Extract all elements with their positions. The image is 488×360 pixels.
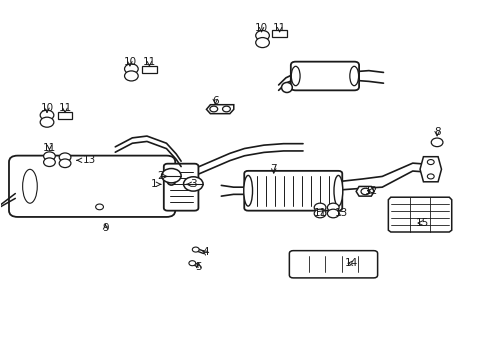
Ellipse shape — [22, 169, 37, 203]
Circle shape — [327, 209, 338, 218]
Circle shape — [430, 138, 442, 147]
Text: 11: 11 — [272, 23, 285, 33]
FancyBboxPatch shape — [289, 251, 377, 278]
Text: 2: 2 — [157, 171, 167, 181]
Text: 1: 1 — [151, 179, 161, 189]
FancyBboxPatch shape — [163, 164, 198, 211]
Text: 3: 3 — [186, 179, 196, 189]
Circle shape — [183, 177, 203, 191]
Polygon shape — [355, 186, 373, 196]
Circle shape — [314, 209, 325, 218]
Polygon shape — [419, 157, 441, 182]
Ellipse shape — [291, 66, 300, 86]
Text: 13: 13 — [334, 208, 347, 218]
FancyBboxPatch shape — [244, 171, 342, 211]
Text: 11: 11 — [58, 103, 72, 113]
Text: 13: 13 — [77, 155, 96, 165]
Ellipse shape — [281, 82, 292, 93]
Bar — [58, 112, 72, 119]
Bar — [142, 66, 157, 73]
Circle shape — [209, 106, 217, 112]
Text: 8: 8 — [433, 127, 440, 136]
Text: 9: 9 — [102, 224, 109, 233]
Circle shape — [327, 203, 338, 212]
Text: 4: 4 — [202, 247, 208, 257]
Text: 11: 11 — [43, 143, 56, 153]
Circle shape — [40, 117, 54, 127]
Circle shape — [427, 159, 433, 165]
Ellipse shape — [333, 175, 342, 206]
Text: 11: 11 — [313, 208, 326, 218]
FancyBboxPatch shape — [290, 62, 358, 90]
Circle shape — [255, 31, 269, 41]
FancyBboxPatch shape — [9, 156, 175, 217]
Circle shape — [59, 159, 71, 168]
Circle shape — [59, 153, 71, 162]
Circle shape — [192, 247, 199, 252]
Text: 11: 11 — [142, 57, 156, 67]
Text: 7: 7 — [270, 164, 277, 174]
Circle shape — [43, 152, 55, 161]
Circle shape — [360, 188, 369, 195]
Circle shape — [124, 71, 138, 81]
Circle shape — [161, 168, 181, 183]
Circle shape — [188, 261, 195, 266]
Text: 10: 10 — [41, 103, 54, 113]
Circle shape — [40, 110, 54, 120]
Text: 12: 12 — [364, 186, 377, 196]
Circle shape — [43, 158, 55, 167]
Ellipse shape — [244, 175, 252, 206]
Bar — [272, 30, 286, 37]
Circle shape — [427, 174, 433, 179]
Ellipse shape — [166, 175, 175, 185]
Circle shape — [255, 37, 269, 48]
Circle shape — [96, 204, 103, 210]
Text: 15: 15 — [415, 218, 428, 228]
Text: 5: 5 — [195, 262, 202, 272]
Polygon shape — [206, 105, 233, 114]
Circle shape — [222, 106, 230, 112]
Text: 6: 6 — [211, 96, 218, 106]
Text: 10: 10 — [123, 57, 136, 67]
Circle shape — [124, 64, 138, 74]
Text: 10: 10 — [254, 23, 267, 33]
Ellipse shape — [349, 66, 358, 86]
Circle shape — [314, 203, 325, 212]
Polygon shape — [387, 197, 451, 232]
Text: 14: 14 — [345, 258, 358, 268]
